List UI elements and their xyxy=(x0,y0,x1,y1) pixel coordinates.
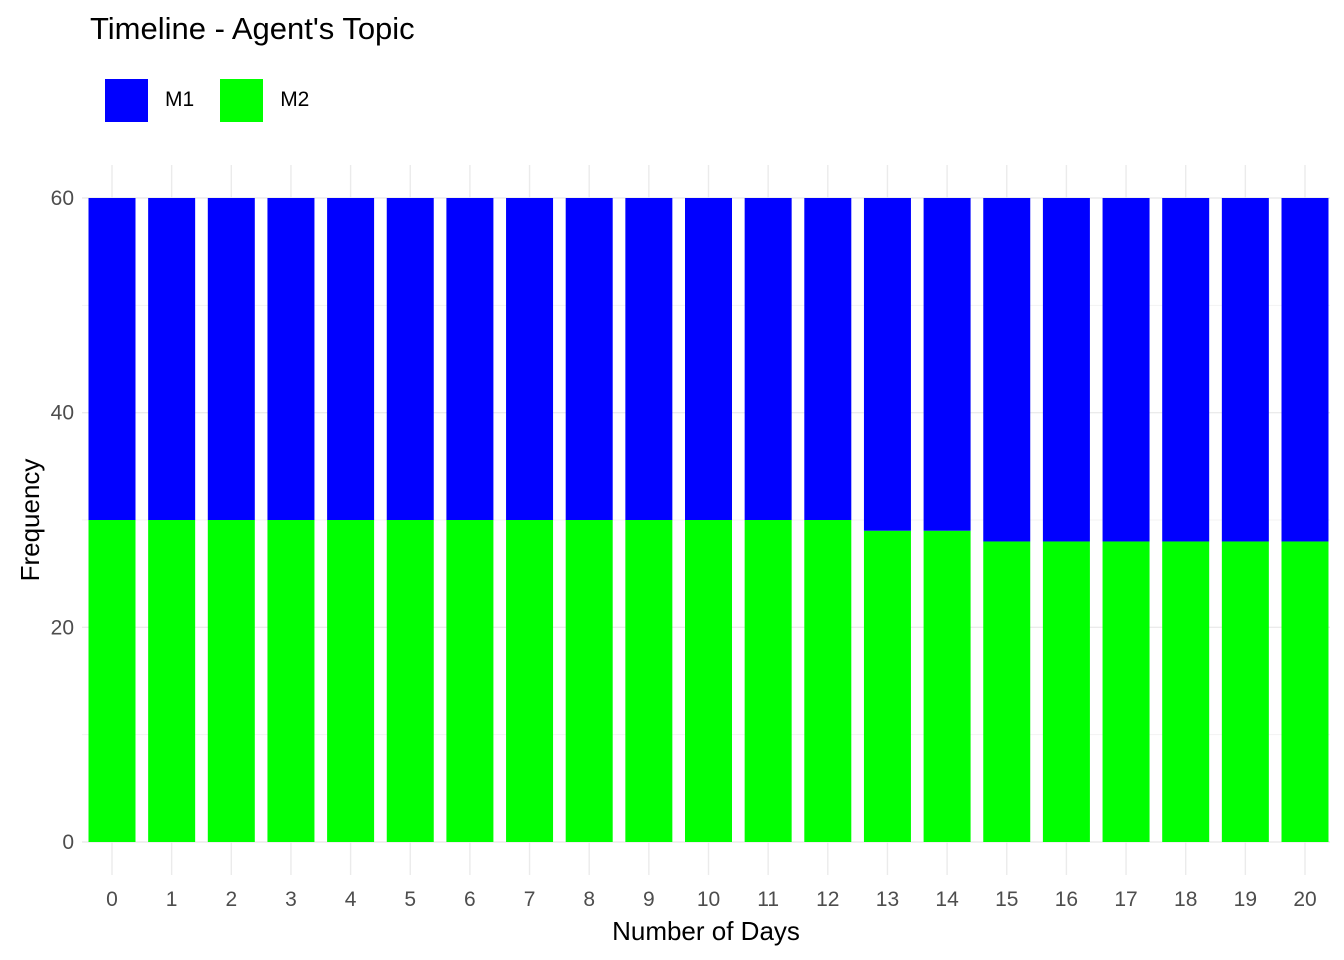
x-tick-label: 7 xyxy=(524,888,536,911)
bar-m1-day-0 xyxy=(88,198,136,520)
bar-m2-day-11 xyxy=(744,520,792,842)
y-tick-label: 60 xyxy=(51,187,74,210)
legend-swatch-m1 xyxy=(105,78,148,122)
x-tick-label: 5 xyxy=(404,888,416,911)
x-tick-label: 6 xyxy=(464,888,476,911)
x-tick-label: 3 xyxy=(285,888,297,911)
legend: M1 M2 xyxy=(105,78,335,122)
bar-m1-day-17 xyxy=(1102,198,1150,542)
bar-m2-day-13 xyxy=(863,530,911,842)
bar-m1-day-14 xyxy=(923,198,971,531)
bar-m2-day-5 xyxy=(386,520,434,842)
x-tick-label: 10 xyxy=(697,888,720,911)
bar-m1-day-5 xyxy=(386,198,434,520)
bar-m2-day-20 xyxy=(1281,541,1329,842)
bar-m2-day-2 xyxy=(207,520,255,842)
bar-m2-day-6 xyxy=(446,520,494,842)
legend-swatch-m2 xyxy=(220,78,264,122)
x-tick-label: 12 xyxy=(816,888,839,911)
bar-m2-day-16 xyxy=(1042,541,1090,842)
x-tick-label: 4 xyxy=(345,888,357,911)
x-tick-label: 18 xyxy=(1174,888,1197,911)
bar-m1-day-10 xyxy=(685,198,732,520)
bar-m1-day-8 xyxy=(565,198,613,520)
y-tick-label: 40 xyxy=(51,402,74,425)
x-tick-label: 1 xyxy=(166,888,178,911)
x-tick-label: 16 xyxy=(1055,888,1078,911)
y-tick-label: 0 xyxy=(62,831,74,854)
bar-m2-day-10 xyxy=(685,520,732,842)
x-tick-label: 11 xyxy=(757,888,779,911)
x-tick-label: 19 xyxy=(1234,888,1257,911)
bar-m1-day-12 xyxy=(804,198,852,520)
x-tick-label: 9 xyxy=(643,888,655,911)
x-tick-label: 8 xyxy=(583,888,595,911)
x-tick-label: 14 xyxy=(935,888,959,911)
x-tick-label: 13 xyxy=(876,888,899,911)
bar-m1-day-6 xyxy=(446,198,494,520)
legend-label-m2: M2 xyxy=(280,88,310,111)
bar-m1-day-19 xyxy=(1221,198,1269,542)
bar-m2-day-9 xyxy=(625,520,673,842)
y-axis-ticks: 0 20 40 60 xyxy=(51,187,74,854)
bar-m1-day-2 xyxy=(207,198,255,520)
bar-m2-day-0 xyxy=(88,520,136,842)
bar-m1-day-16 xyxy=(1042,198,1090,542)
bar-m2-day-1 xyxy=(148,520,196,842)
x-tick-label: 17 xyxy=(1114,888,1137,911)
bar-m2-day-17 xyxy=(1102,541,1150,842)
legend-label-m1: M1 xyxy=(165,88,195,111)
bar-m1-day-11 xyxy=(744,198,792,520)
bar-m2-day-7 xyxy=(506,520,554,842)
bar-m1-day-7 xyxy=(506,198,554,520)
y-tick-label: 20 xyxy=(51,616,74,639)
bar-m2-day-12 xyxy=(804,520,852,842)
x-tick-label: 15 xyxy=(995,888,1018,911)
bar-m2-day-4 xyxy=(327,520,375,842)
x-axis-title: Number of Days xyxy=(612,916,800,946)
bar-m1-day-15 xyxy=(983,198,1031,542)
legend-item-m2: M2 xyxy=(220,78,315,122)
bar-m1-day-4 xyxy=(327,198,375,520)
bar-m2-day-14 xyxy=(923,530,971,842)
x-tick-label: 0 xyxy=(106,888,118,911)
chart-title: Timeline - Agent's Topic xyxy=(90,11,415,46)
bar-m2-day-8 xyxy=(565,520,613,842)
bar-m1-day-9 xyxy=(625,198,673,520)
bar-m1-day-3 xyxy=(267,198,315,520)
bar-m2-day-15 xyxy=(983,541,1031,842)
legend-item-m1: M1 xyxy=(105,78,200,122)
bar-m2-day-18 xyxy=(1162,541,1210,842)
bar-m1-day-1 xyxy=(148,198,196,520)
bars xyxy=(88,198,1329,842)
x-tick-label: 20 xyxy=(1293,888,1316,911)
bar-m1-day-13 xyxy=(863,198,911,531)
x-axis-ticks: 0 1 2 3 4 5 6 7 8 9 10 11 12 13 14 15 16 17 18 19 20 xyxy=(106,888,1317,911)
bar-m2-day-19 xyxy=(1221,541,1269,842)
x-tick-label: 2 xyxy=(225,888,237,911)
y-axis-title: Frequency xyxy=(15,459,45,582)
bar-m1-day-18 xyxy=(1162,198,1210,542)
bar-m2-day-3 xyxy=(267,520,315,842)
bar-m1-day-20 xyxy=(1281,198,1329,542)
